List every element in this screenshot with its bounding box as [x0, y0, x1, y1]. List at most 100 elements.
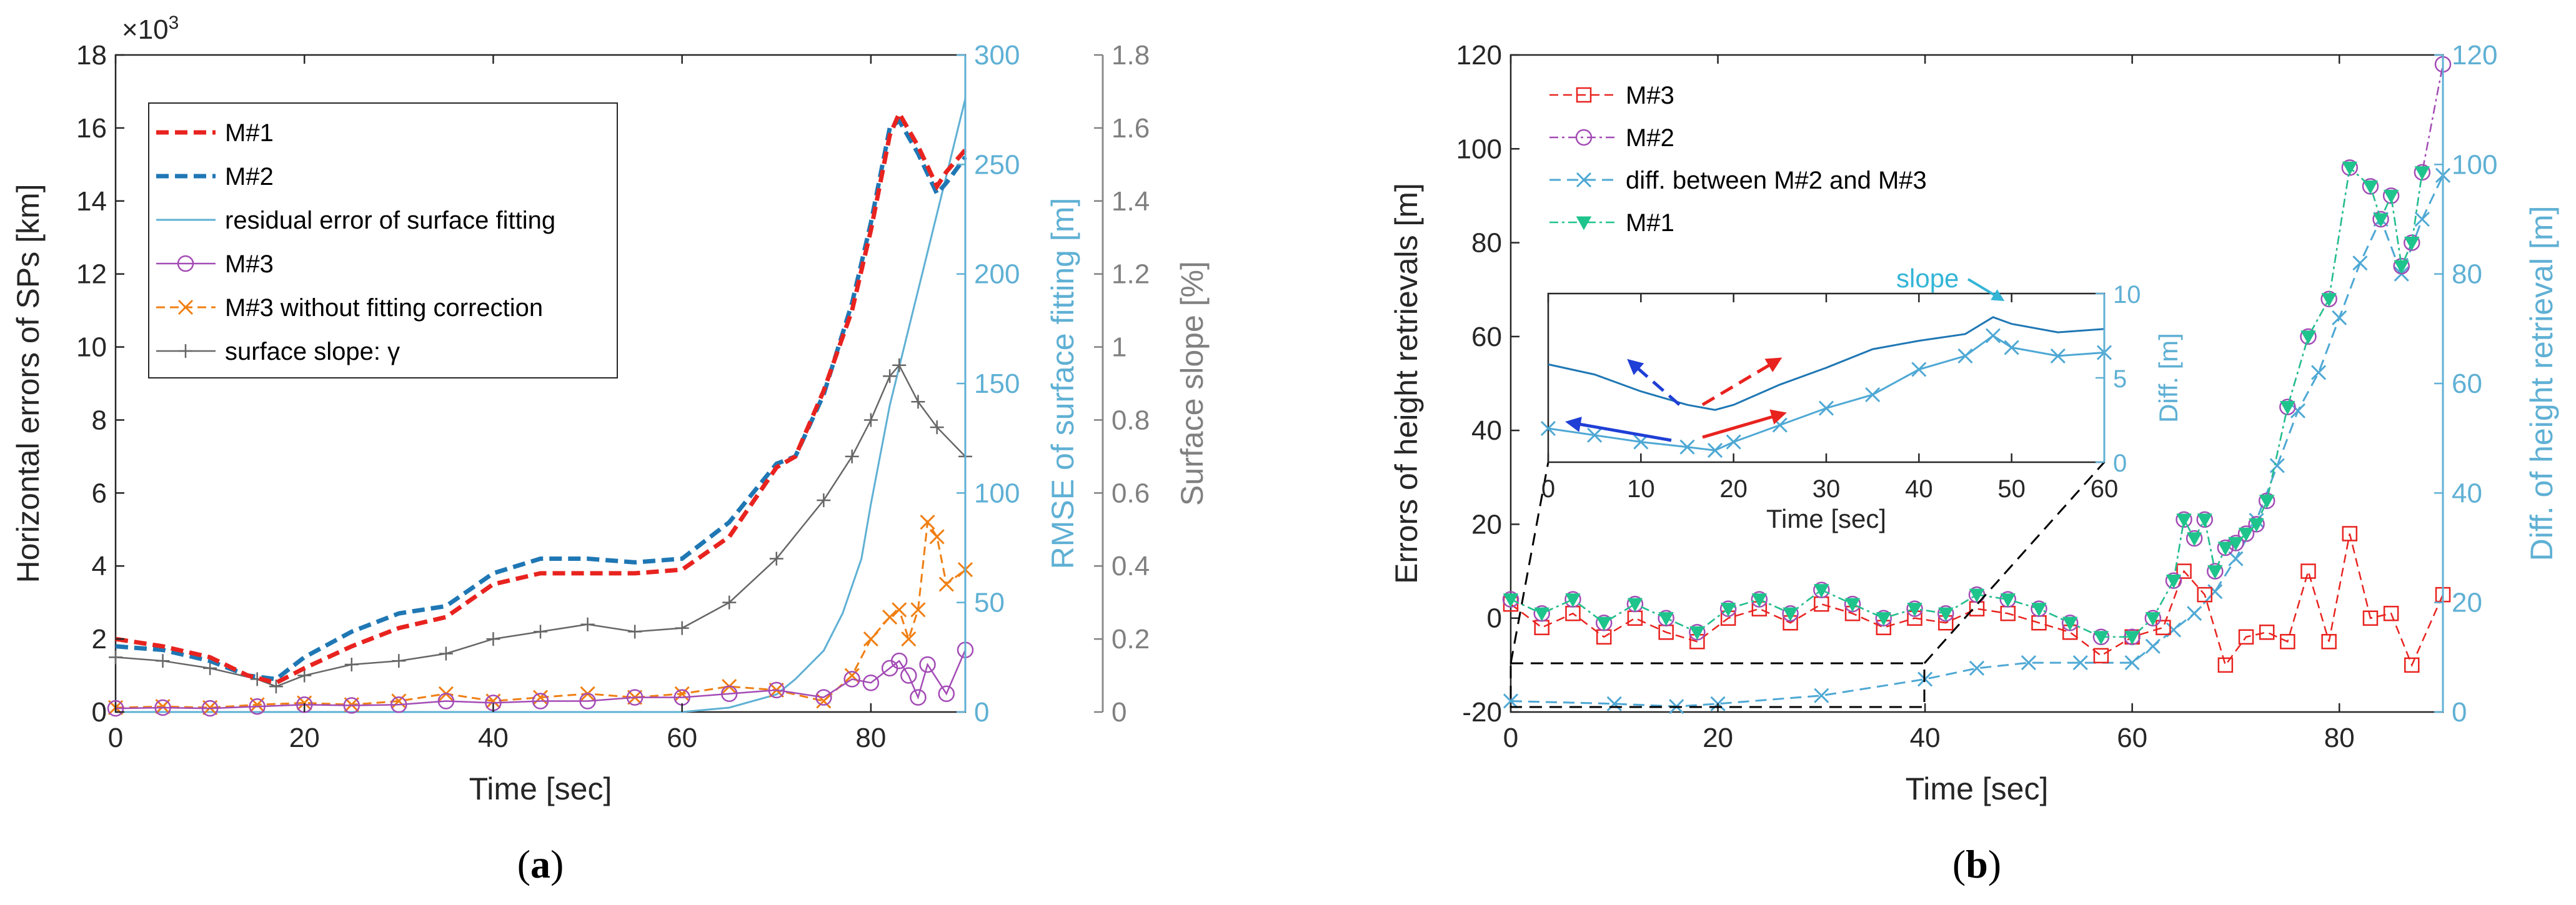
chart-a-y-tick-label: 8: [92, 405, 107, 435]
chart-a-series-3-point: [900, 667, 917, 684]
chart-b-y-tick-label: 60: [1471, 322, 1502, 352]
chart-b-series-3-point: [2124, 631, 2140, 645]
chart-b-series-2-point: [1969, 660, 1985, 676]
chart-a-y3-tick-label: 1.2: [1111, 259, 1150, 290]
inset-x-tick-label: 60: [2091, 475, 2119, 503]
inset-y-tick-label: 0: [2113, 450, 2127, 477]
chart-a-y2label: RMSE of surface fitting [m]: [1045, 198, 1080, 570]
chart-b-y-tick-label: 100: [1456, 134, 1502, 164]
chart-a-y-tick-label: 0: [92, 697, 107, 728]
chart-a-legend-label: residual error of surface fitting: [225, 207, 555, 234]
chart-b-series-2-point: [2124, 655, 2140, 671]
chart-a-legend: M#1 M#2 residual error of surface fitting M…: [148, 102, 618, 378]
chart-b-legend-marker: [1576, 216, 1592, 230]
chart-a-series-5-point: [344, 658, 359, 672]
chart-b-x-tick-label: 0: [1503, 723, 1518, 753]
inset-series-diff-point: [1587, 427, 1603, 443]
chart-a-series-4-point: [863, 631, 878, 647]
chart-a-y3-tick-label: 1: [1111, 332, 1126, 363]
inset-x-tick-label: 0: [1541, 475, 1555, 503]
chart-a-series-5-line: [115, 363, 966, 688]
chart-b-x-tick-label: 20: [1703, 723, 1733, 753]
chart-a-series-5-point: [580, 617, 595, 631]
chart-b-series-3-point: [2362, 180, 2379, 194]
chart-a-y-axis: 0 2 4 6 8 10 12 14 16 18: [76, 40, 124, 728]
inset-blue-solid-arrow: [1565, 417, 1672, 442]
inset-y-tick-label: 5: [2113, 365, 2127, 393]
inset-series-slope-line: [1548, 316, 2105, 411]
chart-a-y3-tick-label: 0.6: [1111, 478, 1150, 508]
chart-b-panel-label: (b): [1952, 842, 2001, 886]
inset-series-diff-point: [1679, 439, 1695, 455]
chart-b-series-3-point: [2176, 513, 2192, 528]
chart-a-y2-tick-label: 100: [974, 478, 1020, 508]
chart-a-series-5-point: [863, 413, 878, 427]
chart-a-series-3-point: [720, 685, 738, 703]
chart-b-ylabel: Errors of height retrievals [m]: [1389, 183, 1424, 584]
inset-series-diff-point: [1911, 362, 1927, 377]
chart-a-series-5-point: [769, 551, 783, 566]
chart-a-series-4-point: [674, 686, 690, 701]
chart-b-series-2-point: [2187, 606, 2202, 621]
chart-b-xlabel: Time [sec]: [1906, 771, 2049, 806]
chart-b-series-3-point: [1503, 593, 1519, 608]
chart-a-series-3-point: [249, 698, 266, 715]
chart-b-zoom-connector-right: [1923, 462, 2106, 664]
chart-b-series-3-point: [2321, 293, 2337, 307]
chart-a-y3label: Surface slope [%]: [1175, 261, 1210, 506]
chart-a-y-tick-label: 10: [76, 332, 107, 363]
chart-b-legend-label: M#2: [1626, 124, 1674, 152]
chart-a-y3-tick-label: 1.4: [1111, 186, 1150, 217]
chart-b-series-0-point: [2093, 648, 2109, 664]
chart-b-series-3-point: [1969, 588, 1985, 603]
chart-b-series-3-point: [2228, 537, 2244, 551]
chart-b-series-3-point: [2186, 532, 2202, 546]
chart-a-x-tick-label: 60: [667, 723, 697, 753]
chart-b-series-2-point: [2228, 551, 2244, 566]
inset-series-diff-point: [1818, 400, 1834, 416]
chart-b-x-tick-label: 40: [1910, 723, 1941, 753]
chart-a-xlabel: Time [sec]: [469, 771, 612, 806]
inset-series-diff-point: [1707, 443, 1723, 458]
inset-series-diff-point: [1985, 328, 2001, 344]
inset-red-dashed-arrow: [1701, 357, 1783, 407]
chart-a-y-exponent: ×103: [122, 12, 179, 45]
chart-a-y2-tick-label: 250: [974, 149, 1020, 180]
chart-b-series-3-point: [2342, 161, 2358, 176]
chart-b-series-2-point: [2072, 655, 2088, 671]
chart-b-series-3-point: [1720, 603, 1736, 617]
chart-a-series-3-point: [107, 700, 124, 717]
chart-b-series-2-point: [2145, 638, 2161, 654]
inset-series-diff-point: [2004, 340, 2019, 355]
chart-a-series-5-point: [269, 680, 283, 694]
chart-b-series-2-point: [2269, 458, 2285, 473]
chart-a-series-3-point: [626, 689, 644, 706]
chart-b-series-3-point: [1844, 598, 1861, 612]
chart-a-series-4-point: [391, 693, 407, 709]
chart-b-series-0-point: [2197, 586, 2212, 603]
chart-b-legend: M#3 M#2 diff. between M#2 and M#3 M#1: [1549, 82, 1927, 237]
chart-a-legend-marker: [177, 255, 194, 272]
inset-slope-arrow: [1967, 278, 2005, 302]
chart-a-series-5-point: [297, 668, 312, 683]
chart-b-x-tick-label: 60: [2117, 723, 2147, 753]
chart-a-y2-tick-label: 200: [974, 259, 1020, 290]
chart-a-y-tick-label: 12: [76, 259, 107, 290]
chart-a-y2-tick-label: 300: [974, 40, 1020, 71]
inset-ylabel: Diff. [m]: [2154, 333, 2183, 423]
chart-b-series-3-point: [1627, 598, 1643, 612]
chart-b-y2-axis: 0 20 40 60 80 100 120: [2434, 40, 2497, 728]
chart-b-series-3-point: [2145, 612, 2161, 626]
chart-a-series-5-point: [534, 625, 547, 639]
chart-a-panel-label: (a): [517, 842, 564, 886]
chart-b-series-3-point: [2217, 542, 2234, 556]
chart-a-series-4-point: [892, 602, 907, 618]
chart-b-series-0-point: [2362, 610, 2379, 626]
chart-a-legend-label: M#3 without fitting correction: [225, 294, 543, 322]
chart-b-series-0-point: [2300, 563, 2316, 579]
inset-series-diff-point: [1540, 420, 1556, 437]
chart-a-series-3-point: [154, 699, 171, 716]
chart-b-y-tick-label: 80: [1471, 228, 1502, 259]
